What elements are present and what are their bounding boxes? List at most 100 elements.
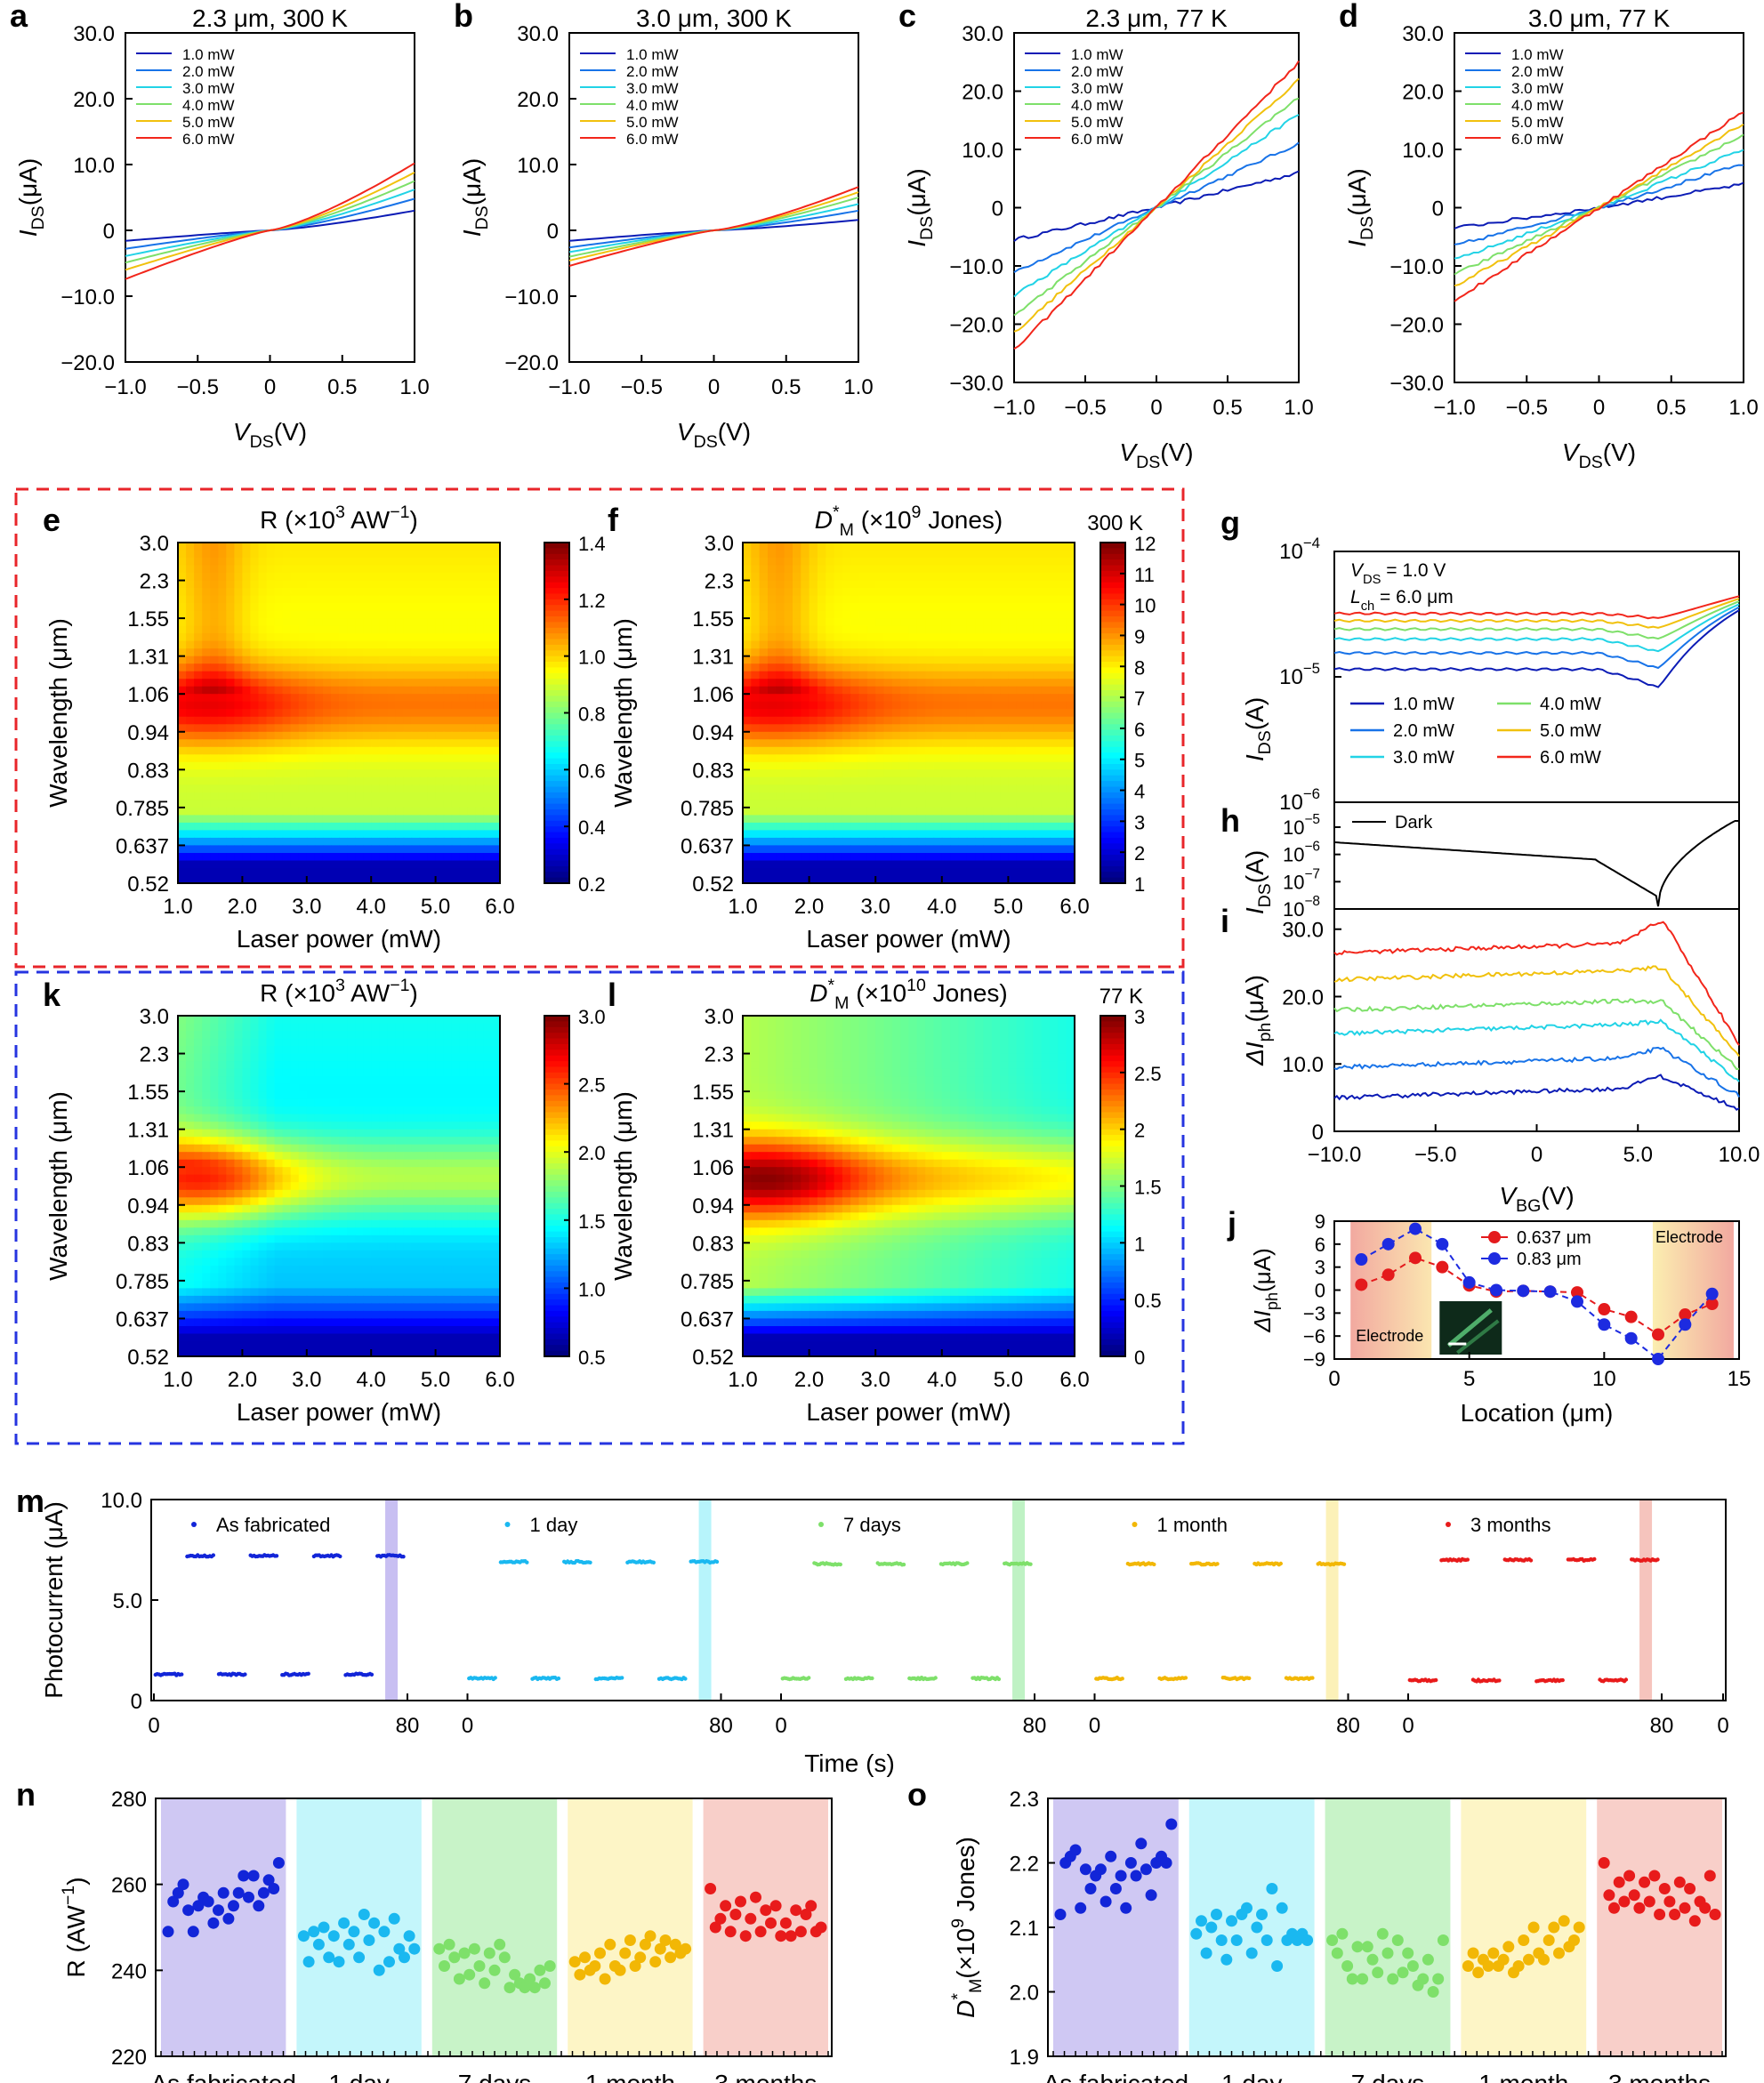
heatmap-cell — [427, 573, 437, 582]
heatmap-cell — [467, 1174, 477, 1183]
heatmap-cell — [202, 807, 211, 816]
heatmap-cell — [347, 1159, 356, 1168]
heatmap-cell — [290, 784, 300, 793]
heatmap-cell — [298, 633, 308, 642]
heatmap-cell — [483, 724, 493, 733]
heatmap-cell — [966, 671, 976, 680]
heatmap-cell — [226, 853, 235, 862]
heatmap-cell — [483, 815, 493, 824]
colorbar-segment — [1100, 548, 1125, 555]
heatmap-cell — [950, 853, 959, 862]
heatmap-cell — [387, 1016, 396, 1025]
heatmap-cell — [411, 784, 421, 793]
heatmap-cell — [983, 625, 993, 634]
heatmap-cell — [958, 558, 968, 567]
heatmap-cell — [891, 633, 901, 642]
heatmap-cell — [768, 769, 777, 778]
heatmap-cell — [467, 1098, 477, 1107]
heatmap-cell — [793, 724, 801, 733]
heatmap-cell — [459, 1068, 469, 1077]
heatmap-cell — [933, 746, 943, 755]
heatmap-cell — [991, 724, 1001, 733]
heatmap-cell — [178, 815, 187, 824]
heatmap-cell — [274, 1098, 284, 1107]
heatmap-cell — [1058, 792, 1067, 800]
y-tick-label: 1.55 — [127, 607, 169, 631]
heatmap-cell — [475, 1076, 485, 1085]
heatmap-cell — [483, 709, 493, 718]
heatmap-cell — [858, 709, 868, 718]
heatmap-cell — [395, 543, 405, 551]
heatmap-cell — [900, 679, 910, 688]
heatmap-cell — [242, 830, 252, 839]
colorbar-segment — [1100, 736, 1125, 742]
colorbar-segment — [1100, 553, 1125, 560]
heatmap-cell — [875, 731, 885, 740]
heatmap-cell — [226, 633, 235, 642]
heatmap-cell — [875, 792, 885, 800]
heatmap-cell — [314, 664, 324, 672]
heatmap-cell — [427, 1038, 437, 1047]
heatmap-cell — [347, 1122, 356, 1130]
heatmap-cell — [339, 640, 348, 649]
heatmap-cell — [809, 769, 818, 778]
heatmap-cell — [306, 679, 316, 688]
heatmap-cell — [186, 830, 195, 839]
heatmap-cell — [266, 694, 276, 703]
heatmap-cell — [850, 580, 860, 589]
colorbar-segment — [544, 633, 569, 640]
heatmap-cell — [266, 1129, 276, 1138]
heatmap-cell — [218, 671, 227, 680]
heatmap-cell — [186, 1167, 195, 1176]
heatmap-cell — [776, 580, 785, 589]
heatmap-cell — [298, 800, 308, 808]
heatmap-cell — [483, 868, 493, 877]
heatmap-cell — [900, 633, 910, 642]
heatmap-cell — [266, 830, 276, 839]
heatmap-cell — [250, 830, 260, 839]
heatmap-cell — [916, 694, 926, 703]
heatmap-cell — [941, 860, 951, 869]
text-part: I — [458, 229, 486, 237]
heatmap-cell — [826, 769, 835, 778]
heatmap-cell — [475, 1106, 485, 1115]
heatmap-cell — [483, 769, 493, 778]
heatmap-cell — [355, 792, 364, 800]
colorbar-segment — [544, 872, 569, 879]
heatmap-cell — [314, 595, 324, 604]
heatmap-cell — [379, 671, 388, 680]
heatmap-cell — [314, 580, 324, 589]
heatmap-cell — [483, 875, 493, 884]
heatmap-cell — [379, 633, 388, 642]
heatmap-cell — [387, 807, 396, 816]
heatmap-cell — [925, 739, 935, 748]
heatmap-cell — [925, 558, 935, 567]
heatmap-cell — [809, 731, 818, 740]
heatmap-cell — [908, 565, 918, 574]
heatmap-cell — [363, 739, 372, 748]
heatmap-cell — [331, 807, 340, 816]
heatmap-cell — [258, 565, 268, 574]
heatmap-cell — [355, 868, 364, 877]
heatmap-cell — [784, 550, 793, 559]
colorbar-segment — [544, 644, 569, 651]
heatmap-cell — [900, 655, 910, 664]
heatmap-cell — [306, 709, 316, 718]
heatmap-cell — [427, 860, 437, 869]
heatmap-cell — [916, 618, 926, 627]
heatmap-cell — [492, 754, 501, 763]
heatmap-cell — [451, 655, 461, 664]
heatmap-cell — [427, 837, 437, 846]
heatmap-cell — [314, 1159, 324, 1168]
heatmap-cell — [1008, 731, 1018, 740]
heatmap-cell — [809, 807, 818, 816]
heatmap-cell — [395, 1083, 405, 1092]
heatmap-cell — [826, 746, 835, 755]
heatmap-cell — [290, 558, 300, 567]
heatmap-cell — [858, 543, 868, 551]
heatmap-cell — [1033, 830, 1043, 839]
colorbar-segment — [1100, 662, 1125, 668]
heatmap-cell — [751, 837, 761, 846]
heatmap-cell — [186, 1182, 195, 1191]
heatmap-cell — [322, 1038, 332, 1047]
